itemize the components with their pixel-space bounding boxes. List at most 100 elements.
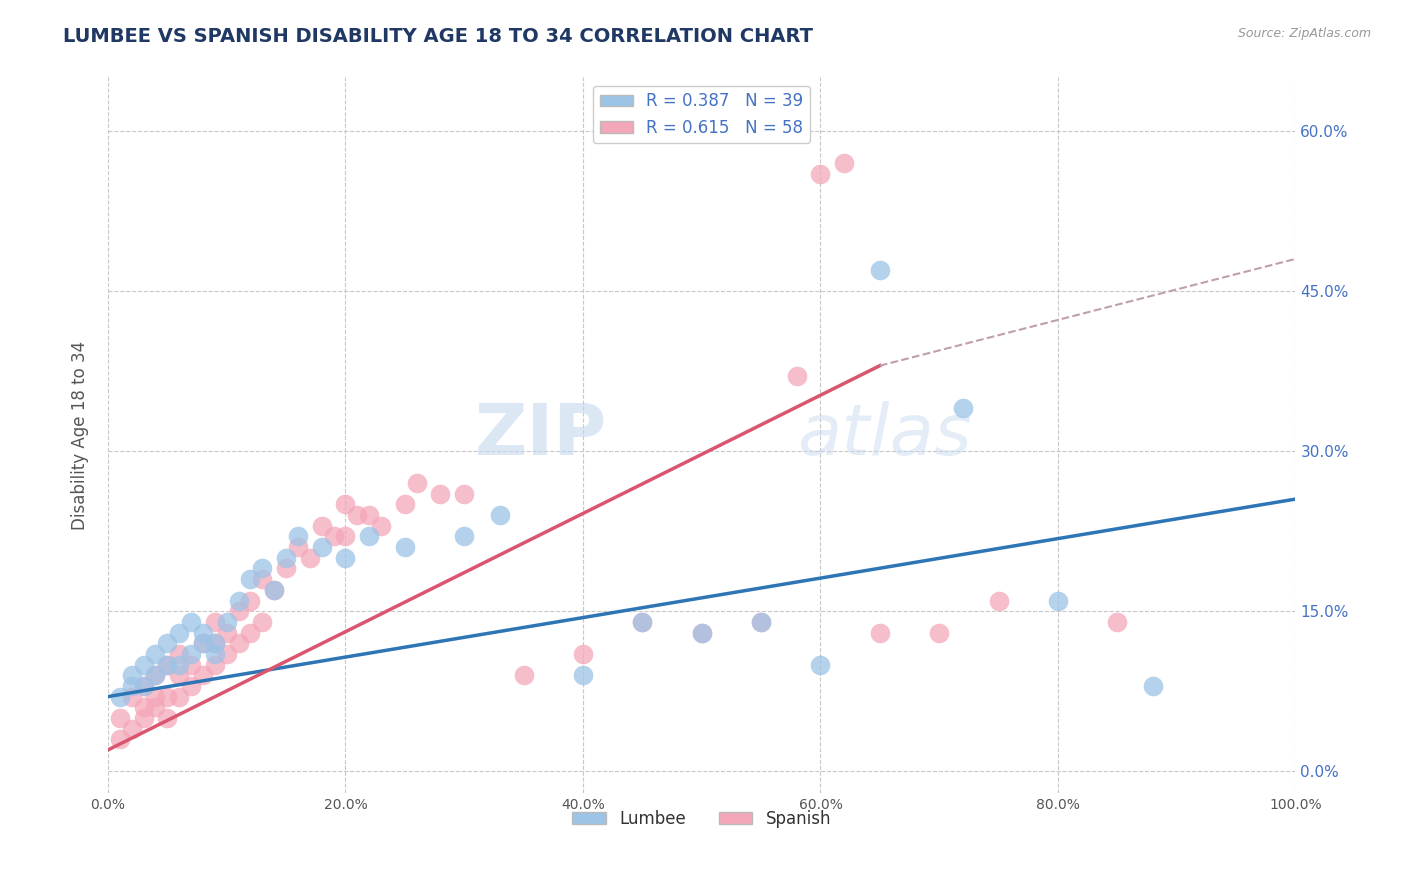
Point [786,369,808,384]
Point [132,657,155,672]
Point [749,615,772,629]
Point [810,167,832,181]
Point [167,657,190,672]
Point [204,615,226,629]
Point [191,636,214,650]
Point [228,636,250,650]
Point [1107,615,1129,629]
Point [987,593,1010,607]
Point [810,657,832,672]
Point [572,668,595,682]
Point [167,647,190,661]
Text: Source: ZipAtlas.com: Source: ZipAtlas.com [1237,27,1371,40]
Point [191,636,214,650]
Point [239,572,262,586]
Point [108,690,131,704]
Point [631,615,654,629]
Point [121,679,143,693]
Point [204,636,226,650]
Point [108,711,131,725]
Point [274,550,297,565]
Point [311,540,333,554]
Point [215,625,238,640]
Point [108,732,131,747]
Point [145,690,167,704]
Point [180,657,202,672]
Point [167,625,190,640]
Point [287,540,309,554]
Point [145,647,167,661]
Point [370,518,392,533]
Point [228,593,250,607]
Point [1142,679,1164,693]
Point [274,561,297,575]
Point [145,668,167,682]
Point [335,550,357,565]
Point [690,625,713,640]
Point [156,657,179,672]
Point [156,657,179,672]
Point [287,529,309,543]
Point [132,679,155,693]
Point [145,668,167,682]
Point [263,582,285,597]
Point [952,401,974,416]
Point [167,690,190,704]
Text: ZIP: ZIP [474,401,607,469]
Point [121,722,143,736]
Point [322,529,344,543]
Point [335,498,357,512]
Y-axis label: Disability Age 18 to 34: Disability Age 18 to 34 [72,341,89,530]
Point [572,647,595,661]
Point [405,476,427,491]
Point [156,711,179,725]
Point [394,498,416,512]
Point [263,582,285,597]
Point [239,593,262,607]
Point [346,508,368,522]
Point [394,540,416,554]
Point [215,647,238,661]
Point [121,690,143,704]
Point [167,668,190,682]
Point [311,518,333,533]
Point [156,636,179,650]
Text: atlas: atlas [797,401,972,469]
Point [121,668,143,682]
Point [252,572,274,586]
Point [335,529,357,543]
Point [453,529,475,543]
Point [180,647,202,661]
Point [869,262,891,277]
Point [690,625,713,640]
Point [928,625,950,640]
Point [132,700,155,714]
Point [145,700,167,714]
Point [453,487,475,501]
Point [298,550,321,565]
Point [204,647,226,661]
Point [191,625,214,640]
Point [1046,593,1069,607]
Point [749,615,772,629]
Point [215,615,238,629]
Point [512,668,534,682]
Point [832,156,855,170]
Point [204,657,226,672]
Point [239,625,262,640]
Text: LUMBEE VS SPANISH DISABILITY AGE 18 TO 34 CORRELATION CHART: LUMBEE VS SPANISH DISABILITY AGE 18 TO 3… [63,27,813,45]
Point [156,690,179,704]
Point [489,508,512,522]
Point [191,668,214,682]
Point [869,625,891,640]
Point [132,711,155,725]
Point [359,508,381,522]
Point [180,615,202,629]
Point [359,529,381,543]
Point [252,561,274,575]
Point [631,615,654,629]
Point [180,679,202,693]
Point [132,679,155,693]
Legend: Lumbee, Spanish: Lumbee, Spanish [565,803,838,834]
Point [429,487,451,501]
